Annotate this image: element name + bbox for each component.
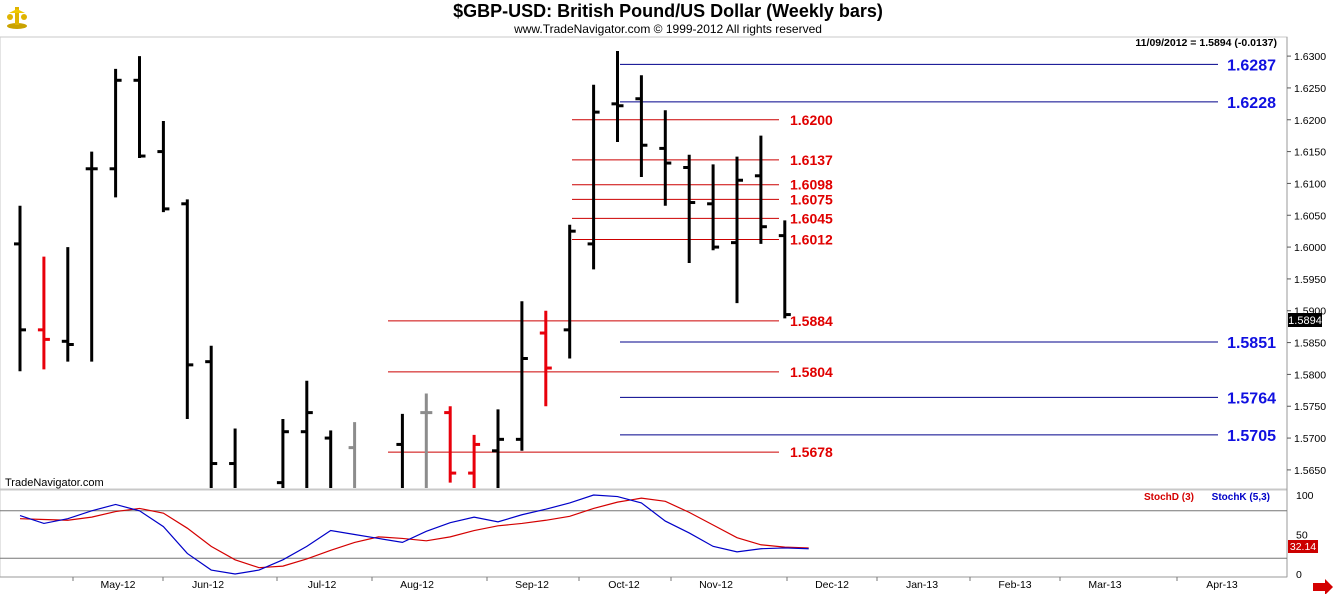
ohlc-bar xyxy=(707,164,720,251)
price-tick-label: 1.6300 xyxy=(1294,51,1326,63)
ohlc-bar xyxy=(276,418,289,488)
time-axis: May-12 Jun-12 Jul-12 Aug-12 Sep-12 Oct-12 Nov-… xyxy=(0,576,1287,591)
red-level-label: 1.6075 xyxy=(790,191,833,207)
ohlc-bar xyxy=(37,256,50,370)
red-level-label: 1.5884 xyxy=(790,313,833,329)
price-tick-label: 1.5950 xyxy=(1294,274,1326,286)
ohlc-bar xyxy=(229,428,237,488)
blue-level-label: 1.5851 xyxy=(1227,335,1276,352)
price-bars xyxy=(14,51,791,488)
time-tick-label: Dec-12 xyxy=(815,579,849,591)
ohlc-bar xyxy=(731,156,743,304)
scroll-right-arrow-icon[interactable] xyxy=(1313,579,1333,594)
ohlc-bar xyxy=(61,247,74,362)
stoch-tick-label: 0 xyxy=(1296,569,1302,581)
time-tick-label: Oct-12 xyxy=(608,579,640,591)
last-price-tag: 1.5894 xyxy=(1288,313,1322,327)
ohlc-bar xyxy=(420,393,433,488)
stoch-pane-frame xyxy=(0,489,1288,578)
ohlc-bar xyxy=(659,110,672,206)
chart-copyright: www.TradeNavigator.com © 1999-2012 All r… xyxy=(514,22,822,36)
ohlc-bar xyxy=(683,154,696,263)
time-tick-label: Jan-13 xyxy=(906,579,938,591)
price-tick-label: 1.5850 xyxy=(1294,338,1326,350)
chart-title: $GBP-USD: British Pound/US Dollar (Weekl… xyxy=(453,1,883,21)
ohlc-bar xyxy=(563,224,576,359)
legend-stoch-k: StochK (5,3) xyxy=(1212,492,1270,503)
trade-navigator-logo xyxy=(4,4,30,35)
stoch-tick-label: 100 xyxy=(1296,490,1314,502)
price-tick-label: 1.6200 xyxy=(1294,115,1326,127)
last-quote: 11/09/2012 = 1.5894 (-0.0137) xyxy=(1135,37,1277,49)
ohlc-bar xyxy=(396,413,404,488)
ohlc-bar xyxy=(181,199,194,419)
ohlc-bar xyxy=(348,422,357,488)
stochastic-pane: 100 50 0 xyxy=(0,490,1314,581)
time-tick-label: Aug-12 xyxy=(400,579,434,591)
stoch-tick-label: 50 xyxy=(1296,530,1308,542)
ohlc-bar xyxy=(157,121,170,213)
ohlc-bar xyxy=(85,151,98,362)
price-tick-label: 1.5650 xyxy=(1294,465,1326,477)
ohlc-bar xyxy=(611,51,624,143)
time-tick-label: Sep-12 xyxy=(515,579,549,591)
ohlc-bar xyxy=(444,406,457,483)
stoch-d-line xyxy=(19,497,809,569)
stoch-k-line xyxy=(19,494,809,575)
ohlc-bar xyxy=(324,430,333,488)
red-level-label: 1.6200 xyxy=(790,112,833,128)
time-tick-label: Jun-12 xyxy=(192,579,224,591)
ohlc-bar xyxy=(515,301,528,451)
ohlc-bar xyxy=(133,56,146,158)
price-tick-label: 1.6100 xyxy=(1294,178,1326,190)
time-tick-label: Apr-13 xyxy=(1206,579,1238,591)
ohlc-bar xyxy=(635,75,648,178)
time-tick-label: Jul-12 xyxy=(308,579,337,591)
legend-stoch-d: StochD (3) xyxy=(1144,492,1194,503)
red-level-label: 1.6045 xyxy=(790,210,833,226)
price-tick-label: 1.6000 xyxy=(1294,242,1326,254)
price-tick-label: 1.5750 xyxy=(1294,401,1326,413)
price-axis: 1.6300 1.6250 1.6200 1.6150 1.6100 1.6050 1.60… xyxy=(1287,51,1326,477)
time-tick-label: May-12 xyxy=(100,579,135,591)
price-tick-label: 1.6050 xyxy=(1294,210,1326,222)
ohlc-bar xyxy=(205,345,218,488)
price-tick-label: 1.6150 xyxy=(1294,147,1326,159)
ohlc-bar xyxy=(587,84,600,270)
stoch-last-value-tag: 32.14 xyxy=(1288,540,1318,553)
ohlc-bar xyxy=(300,380,313,488)
price-pane-frame xyxy=(0,36,1288,490)
blue-level-label: 1.5764 xyxy=(1227,390,1276,407)
ohlc-bar xyxy=(109,68,122,198)
red-level-label: 1.6012 xyxy=(790,231,833,247)
red-level-label: 1.5804 xyxy=(790,364,833,380)
ohlc-bar xyxy=(754,135,767,244)
blue-level-label: 1.6228 xyxy=(1227,95,1276,112)
stoch-last-value-label: 32.14 xyxy=(1290,541,1316,553)
price-tick-label: 1.5700 xyxy=(1294,433,1326,445)
watermark-text: TradeNavigator.com xyxy=(5,477,104,489)
time-tick-label: Mar-13 xyxy=(1088,579,1121,591)
red-level-label: 1.6098 xyxy=(790,177,833,193)
red-level-label: 1.5678 xyxy=(790,444,833,460)
last-price-label: 1.5894 xyxy=(1288,315,1322,327)
blue-level-label: 1.5705 xyxy=(1227,428,1276,445)
ohlc-bar xyxy=(468,434,481,488)
ohlc-bar xyxy=(539,310,552,407)
time-tick-label: Feb-13 xyxy=(998,579,1031,591)
time-tick-label: Nov-12 xyxy=(699,579,733,591)
ohlc-bar xyxy=(778,220,791,319)
price-tick-label: 1.5800 xyxy=(1294,369,1326,381)
ohlc-bar xyxy=(492,409,504,488)
ohlc-bar xyxy=(14,205,26,372)
blue-level-label: 1.6287 xyxy=(1227,57,1276,74)
red-level-label: 1.6137 xyxy=(790,152,833,168)
price-tick-label: 1.6250 xyxy=(1294,83,1326,95)
